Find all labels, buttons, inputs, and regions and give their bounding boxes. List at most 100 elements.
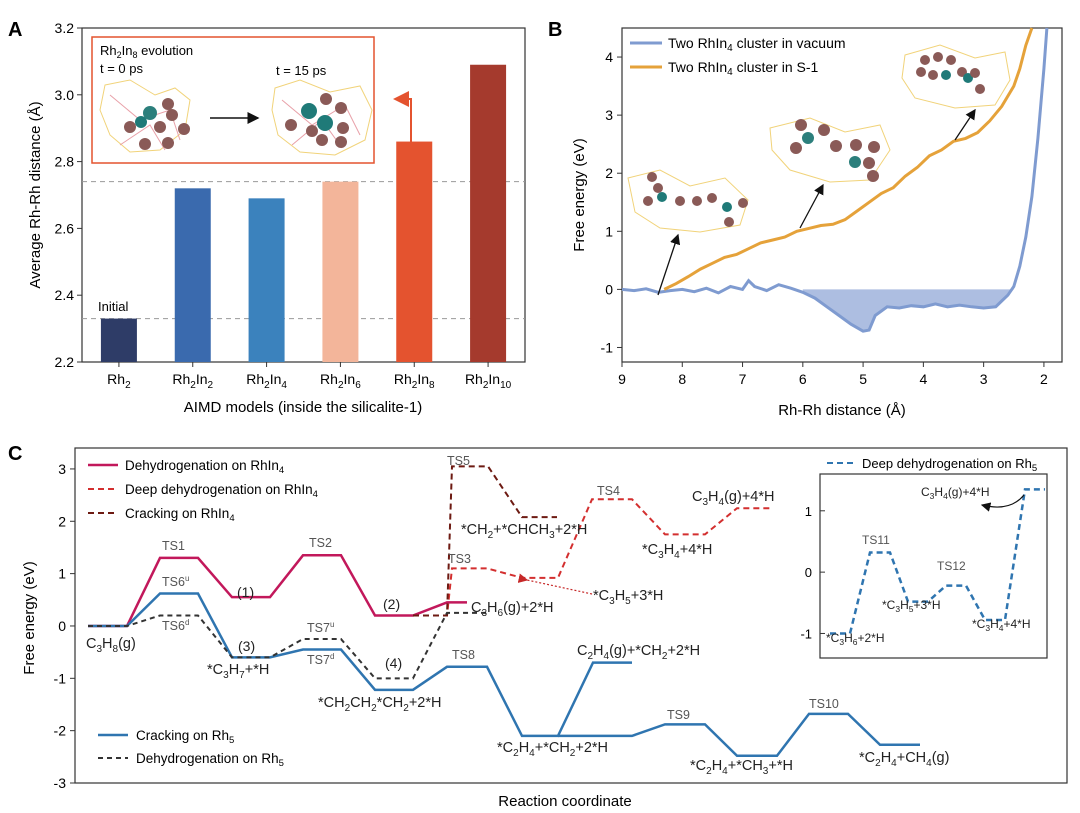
- y-tick-label: 0: [58, 618, 66, 634]
- inset-ts-labels: TS11 TS12: [862, 533, 966, 573]
- bar-rh2: [100, 318, 137, 362]
- y-tick-label: 3.0: [55, 87, 75, 103]
- panel-a-x-tick-labels: Rh2 Rh2In2 Rh2In4 Rh2In6 Rh2In8 Rh2In10: [107, 362, 512, 391]
- x-tick-label-rh2: Rh2: [107, 371, 131, 391]
- panel-a: A 2.2 2.4 2.6 2.8 3.0 3.2 Rh2 Rh2In2 Rh2In4 Rh2I…: [8, 19, 526, 416]
- y-tick-label: 2.8: [55, 154, 75, 170]
- panel-c-intermediate-markers: (1) (2) (3) (4): [237, 584, 402, 671]
- intermediate-2-label: (2): [383, 596, 400, 612]
- inset-y-tick-label: 1: [805, 504, 812, 519]
- inset-profile: [830, 488, 1045, 635]
- inset-y-tick-label: 0: [805, 565, 812, 580]
- species-ch2-chch3-2h: *CH2+*CHCH3+2*H: [461, 522, 587, 541]
- y-tick-label: -2: [54, 723, 67, 739]
- species-c2h4-ch2-2h: *C2H4+*CH2+2*H: [497, 740, 608, 759]
- panel-c-x-axis-label: Reaction coordinate: [498, 793, 631, 810]
- panel-b: B 9 8 7 6 5 4 3 2 -1 0 1 2 3 4 Free energy (eV) Rh-Rh…: [548, 19, 1063, 419]
- x-tick-label-rh2in6: Rh2In6: [320, 371, 361, 391]
- y-tick-label: 2.6: [55, 220, 75, 236]
- cluster-snapshot-1: [627, 169, 749, 233]
- cluster-snapshot-2: [769, 117, 891, 183]
- species-c3h6-g-2h: C3H6(g)+2*H: [471, 600, 553, 619]
- panel-c-ts-labels: TS1 TS2 TS3 TS4 TS5 TS6u TS6d TS7u TS7d …: [162, 454, 839, 722]
- species-c2h4-ch3-h: *C2H4+*CH3+*H: [690, 758, 793, 777]
- species-c3h5-3h: *C3H5+3*H: [593, 588, 663, 607]
- panel-c-inset: Deep dehydrogenation on Rh5 -1 0 1 TS11 TS…: [800, 456, 1048, 659]
- ts7d-label: TS7d: [307, 652, 334, 667]
- y-tick-label: 0: [605, 281, 613, 297]
- x-tick-label: 2: [1040, 371, 1048, 387]
- panel-a-reference-lines: [82, 181, 525, 320]
- panel-c-species-labels: C3H8(g) *C3H7+*H *CH2CH2*CH2+2*H C3H6(g)…: [86, 489, 949, 777]
- species-c3h8-g: C3H8(g): [86, 636, 136, 655]
- ts9-label: TS9: [667, 708, 690, 722]
- ts1-label: TS1: [162, 539, 185, 553]
- bar-rh2in4: [248, 198, 285, 362]
- bar-rh2in6: [322, 181, 359, 362]
- inset-desorption-arrow: [980, 494, 1025, 512]
- y-tick-label: 3: [58, 461, 66, 477]
- inset-y-tick-label: -1: [800, 626, 812, 641]
- legend-s1-label: Two RhIn4 cluster in S-1: [668, 59, 819, 78]
- ts10-label: TS10: [809, 697, 839, 711]
- inset-species-c3h4-g-4h: C3H4(g)+4*H: [921, 485, 990, 501]
- intermediate-3-label: (3): [238, 638, 255, 654]
- inset-species-c3h5-3h: *C3H5+3*H: [882, 598, 941, 614]
- y-tick-label: 1: [58, 566, 66, 582]
- bar-rh2in8: [396, 141, 433, 362]
- inset-y-axis: -1 0 1: [800, 504, 825, 641]
- y-tick-label: -1: [601, 339, 614, 355]
- cluster-snapshot-3: [901, 44, 1011, 109]
- rh2in8-arrow: [393, 91, 412, 142]
- panel-a-plot-frame: [81, 27, 526, 363]
- y-tick-label: 2.2: [55, 354, 75, 370]
- panel-a-y-axis: 2.2 2.4 2.6 2.8 3.0 3.2: [55, 20, 82, 370]
- species-c2h4-ch4-g: *C2H4+CH4(g): [859, 750, 949, 769]
- panel-b-legend: Two RhIn4 cluster in vacuum Two RhIn4 cl…: [630, 35, 846, 78]
- y-tick-label: 2.4: [55, 287, 75, 303]
- inset-t0-label: t = 0 ps: [100, 61, 143, 76]
- intermediate-4-label: (4): [385, 655, 402, 671]
- x-tick-label: 9: [618, 371, 626, 387]
- panel-b-letter: B: [548, 19, 562, 41]
- ts11-label: TS11: [862, 533, 890, 547]
- panel-a-bars: [100, 64, 507, 363]
- legend-cracking-rh5-label: Cracking on Rh5: [136, 728, 234, 746]
- s1-curve: [663, 27, 1034, 291]
- rh2in8-evolution-inset: Rh2In8 evolution t = 0 ps t = 15 ps: [91, 36, 375, 164]
- x-tick-label: 7: [739, 371, 747, 387]
- snapshot-1-arrow: [657, 233, 681, 296]
- panel-c-legend-top: Dehydrogenation on RhIn4 Deep dehydrogen…: [88, 458, 318, 524]
- x-tick-label: 5: [859, 371, 867, 387]
- panel-a-x-axis-label: AIMD models (inside the silicalite-1): [184, 399, 422, 416]
- y-tick-label: -3: [54, 775, 67, 791]
- panel-c-y-axis-label: Free energy (eV): [21, 561, 38, 674]
- species-c3h4-4h: *C3H4+4*H: [642, 542, 712, 561]
- intermediate-1-label: (1): [237, 584, 254, 600]
- panel-b-plot-frame: [621, 27, 1063, 363]
- panel-b-y-axis-label: Free energy (eV): [571, 138, 588, 251]
- inset-legend-label: Deep dehydrogenation on Rh5: [862, 456, 1037, 474]
- inset-frame: [819, 473, 1048, 659]
- bar-rh2in2: [174, 188, 211, 362]
- inset-structure-t15: [271, 79, 373, 156]
- x-tick-label: 3: [980, 371, 988, 387]
- ts4-label: TS4: [597, 484, 620, 498]
- legend-dehydro-rh5-label: Dehydrogenation on Rh5: [136, 751, 284, 769]
- x-tick-label-rh2in8: Rh2In8: [394, 371, 435, 391]
- legend-vacuum-label: Two RhIn4 cluster in vacuum: [668, 35, 846, 54]
- y-tick-label: 4: [605, 49, 613, 65]
- panel-a-letter: A: [8, 19, 22, 41]
- panel-c-plot-frame: [74, 447, 1068, 784]
- ts7u-label: TS7u: [307, 620, 334, 635]
- panel-c-y-axis: -3 -2 -1 0 1 2 3: [54, 461, 75, 791]
- ts2-label: TS2: [309, 536, 332, 550]
- y-tick-label: 2: [605, 165, 613, 181]
- profile-dehydro-rhin4: [88, 554, 467, 628]
- ts8-label: TS8: [452, 648, 475, 662]
- snapshot-2-arrow: [799, 183, 824, 229]
- profile-cracking-rh5: [88, 592, 632, 738]
- x-tick-label-rh2in4: Rh2In4: [246, 371, 287, 391]
- species-c3h7-h: *C3H7+*H: [207, 662, 269, 681]
- y-tick-label: -1: [54, 670, 67, 686]
